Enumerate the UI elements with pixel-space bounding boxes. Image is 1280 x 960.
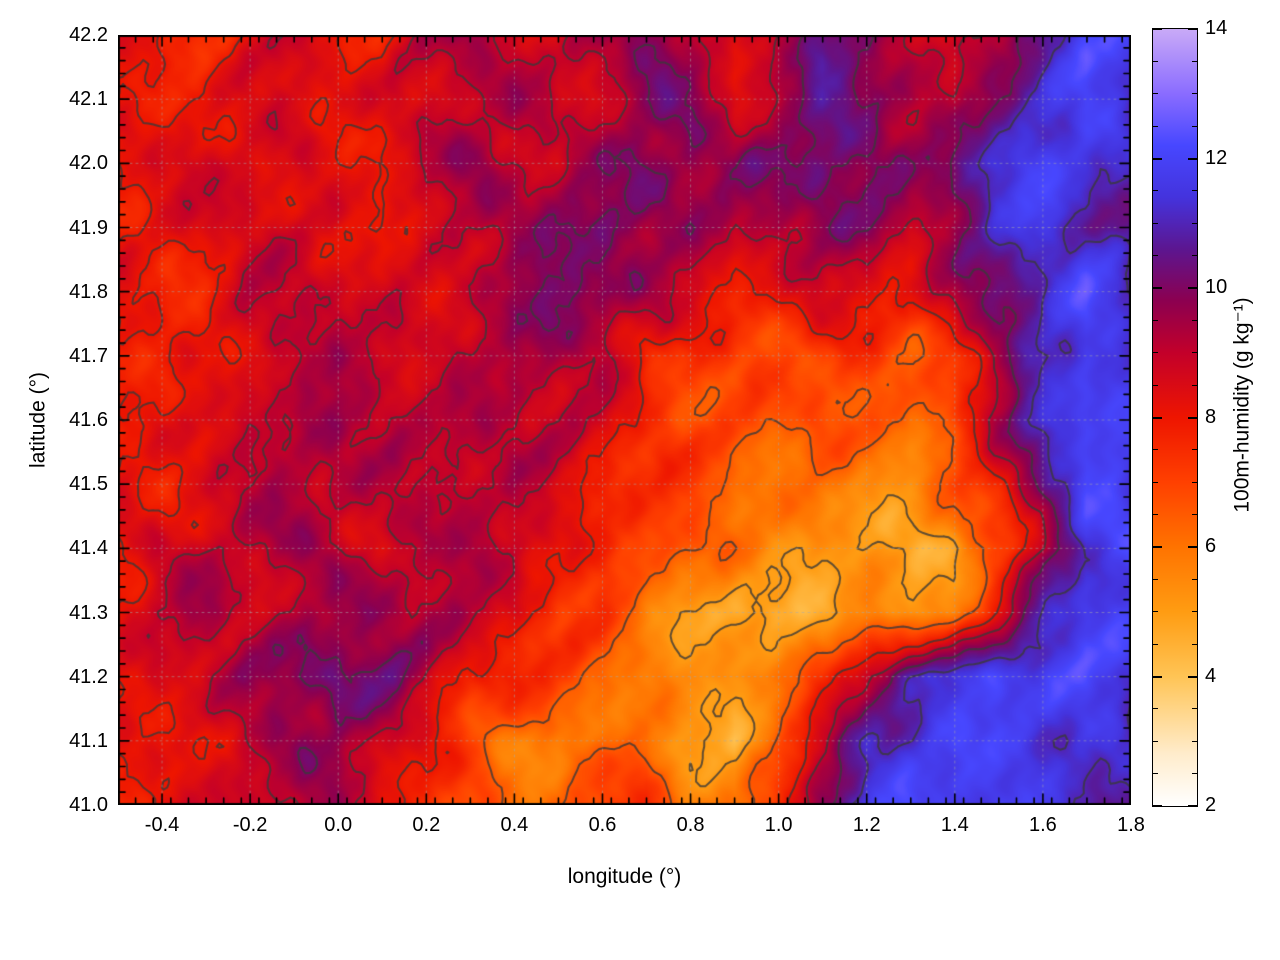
colorbar-tick [1153, 611, 1158, 613]
colorbar-tick [1192, 449, 1197, 451]
colorbar-tick [1153, 287, 1162, 289]
colorbar-tick [1153, 255, 1158, 257]
colorbar-tick [1153, 125, 1158, 127]
colorbar-tick [1188, 675, 1197, 678]
colorbar-tick [1192, 319, 1197, 321]
colorbar-tick [1153, 222, 1158, 224]
colorbar-tick [1153, 319, 1158, 321]
y-tick-label: 41.6 [69, 409, 108, 431]
x-tick-label: -0.4 [144, 814, 180, 836]
x-tick-label: 1.4 [940, 814, 969, 836]
colorbar-tick [1188, 416, 1197, 419]
x-tick-label: 0.6 [588, 814, 617, 836]
x-tick-label: 0.4 [500, 814, 529, 836]
colorbar-tick [1153, 28, 1162, 30]
colorbar-tick [1192, 60, 1197, 62]
y-tick-label: 41.3 [69, 601, 108, 624]
heatmap-plot [118, 35, 1131, 805]
colorbar-tick [1192, 93, 1197, 95]
colorbar-tick [1192, 384, 1197, 386]
colorbar-tick [1192, 352, 1197, 354]
colorbar-tick [1192, 611, 1197, 613]
colorbar-tick-label: 8 [1205, 405, 1217, 428]
colorbar-tick [1192, 255, 1197, 257]
colorbar-tick [1192, 125, 1197, 127]
colorbar-tick-label: 6 [1205, 535, 1217, 557]
colorbar-tick [1153, 352, 1158, 354]
x-tick-label: 1.8 [1117, 814, 1145, 836]
colorbar-tick [1192, 222, 1197, 224]
y-tick-label: 41.5 [69, 473, 108, 496]
colorbar-tick [1153, 740, 1158, 742]
colorbar-tick-label: 14 [1205, 17, 1228, 39]
colorbar-tick [1192, 481, 1197, 483]
colorbar-tick [1153, 578, 1158, 580]
colorbar-tick [1153, 416, 1162, 419]
colorbar [1152, 28, 1198, 807]
colorbar-label: 100m-humidity (g kg⁻¹) [1230, 296, 1254, 513]
colorbar-tick-label: 10 [1205, 276, 1228, 298]
y-tick-label: 41.2 [69, 665, 108, 688]
x-tick-label: 0.0 [324, 814, 353, 836]
colorbar-tick [1188, 805, 1197, 807]
y-tick-label: 42.1 [69, 88, 108, 111]
x-tick-label: 0.8 [676, 814, 705, 836]
x-tick-label: 1.6 [1029, 814, 1057, 836]
colorbar-tick [1192, 740, 1197, 742]
x-tick-label: 1.0 [764, 814, 793, 836]
colorbar-tick-label: 2 [1205, 794, 1217, 816]
y-tick-label: 41.0 [69, 794, 108, 816]
colorbar-tick [1153, 675, 1162, 678]
colorbar-tick [1153, 643, 1158, 645]
colorbar-tick [1192, 708, 1197, 710]
y-tick-label: 42.2 [69, 24, 108, 46]
colorbar-tick [1153, 805, 1162, 807]
colorbar-tick [1188, 287, 1197, 289]
colorbar-tick [1192, 514, 1197, 516]
x-tick-label: 0.2 [412, 814, 441, 836]
colorbar-tick-label: 12 [1205, 146, 1228, 169]
colorbar-tick [1153, 60, 1158, 62]
colorbar-tick [1188, 28, 1197, 30]
colorbar-tick [1192, 773, 1197, 775]
colorbar-tick [1188, 157, 1197, 160]
y-tick-label: 41.1 [69, 729, 108, 752]
colorbar-tick [1153, 157, 1162, 160]
colorbar-tick [1153, 546, 1162, 548]
colorbar-tick [1188, 546, 1197, 548]
y-tick-label: 41.8 [69, 280, 108, 303]
colorbar-tick [1153, 449, 1158, 451]
colorbar-tick [1192, 578, 1197, 580]
colorbar-tick [1153, 708, 1158, 710]
y-tick-label: 41.4 [69, 537, 108, 560]
y-tick-label: 41.9 [69, 216, 108, 239]
x-tick-label: 1.2 [852, 814, 881, 836]
y-axis-label: latitude (°) [26, 372, 50, 468]
colorbar-tick [1192, 643, 1197, 645]
colorbar-tick [1153, 773, 1158, 775]
colorbar-tick [1153, 514, 1158, 516]
x-axis-label: longitude (°) [567, 865, 682, 888]
x-tick-label: -0.2 [232, 814, 268, 836]
colorbar-tick [1153, 481, 1158, 483]
colorbar-tick [1153, 190, 1158, 192]
colorbar-tick [1153, 384, 1158, 386]
y-tick-label: 42.0 [69, 152, 108, 175]
colorbar-tick [1192, 190, 1197, 192]
y-tick-label: 41.7 [69, 344, 108, 367]
colorbar-tick-label: 4 [1205, 664, 1217, 687]
colorbar-tick [1153, 93, 1158, 95]
